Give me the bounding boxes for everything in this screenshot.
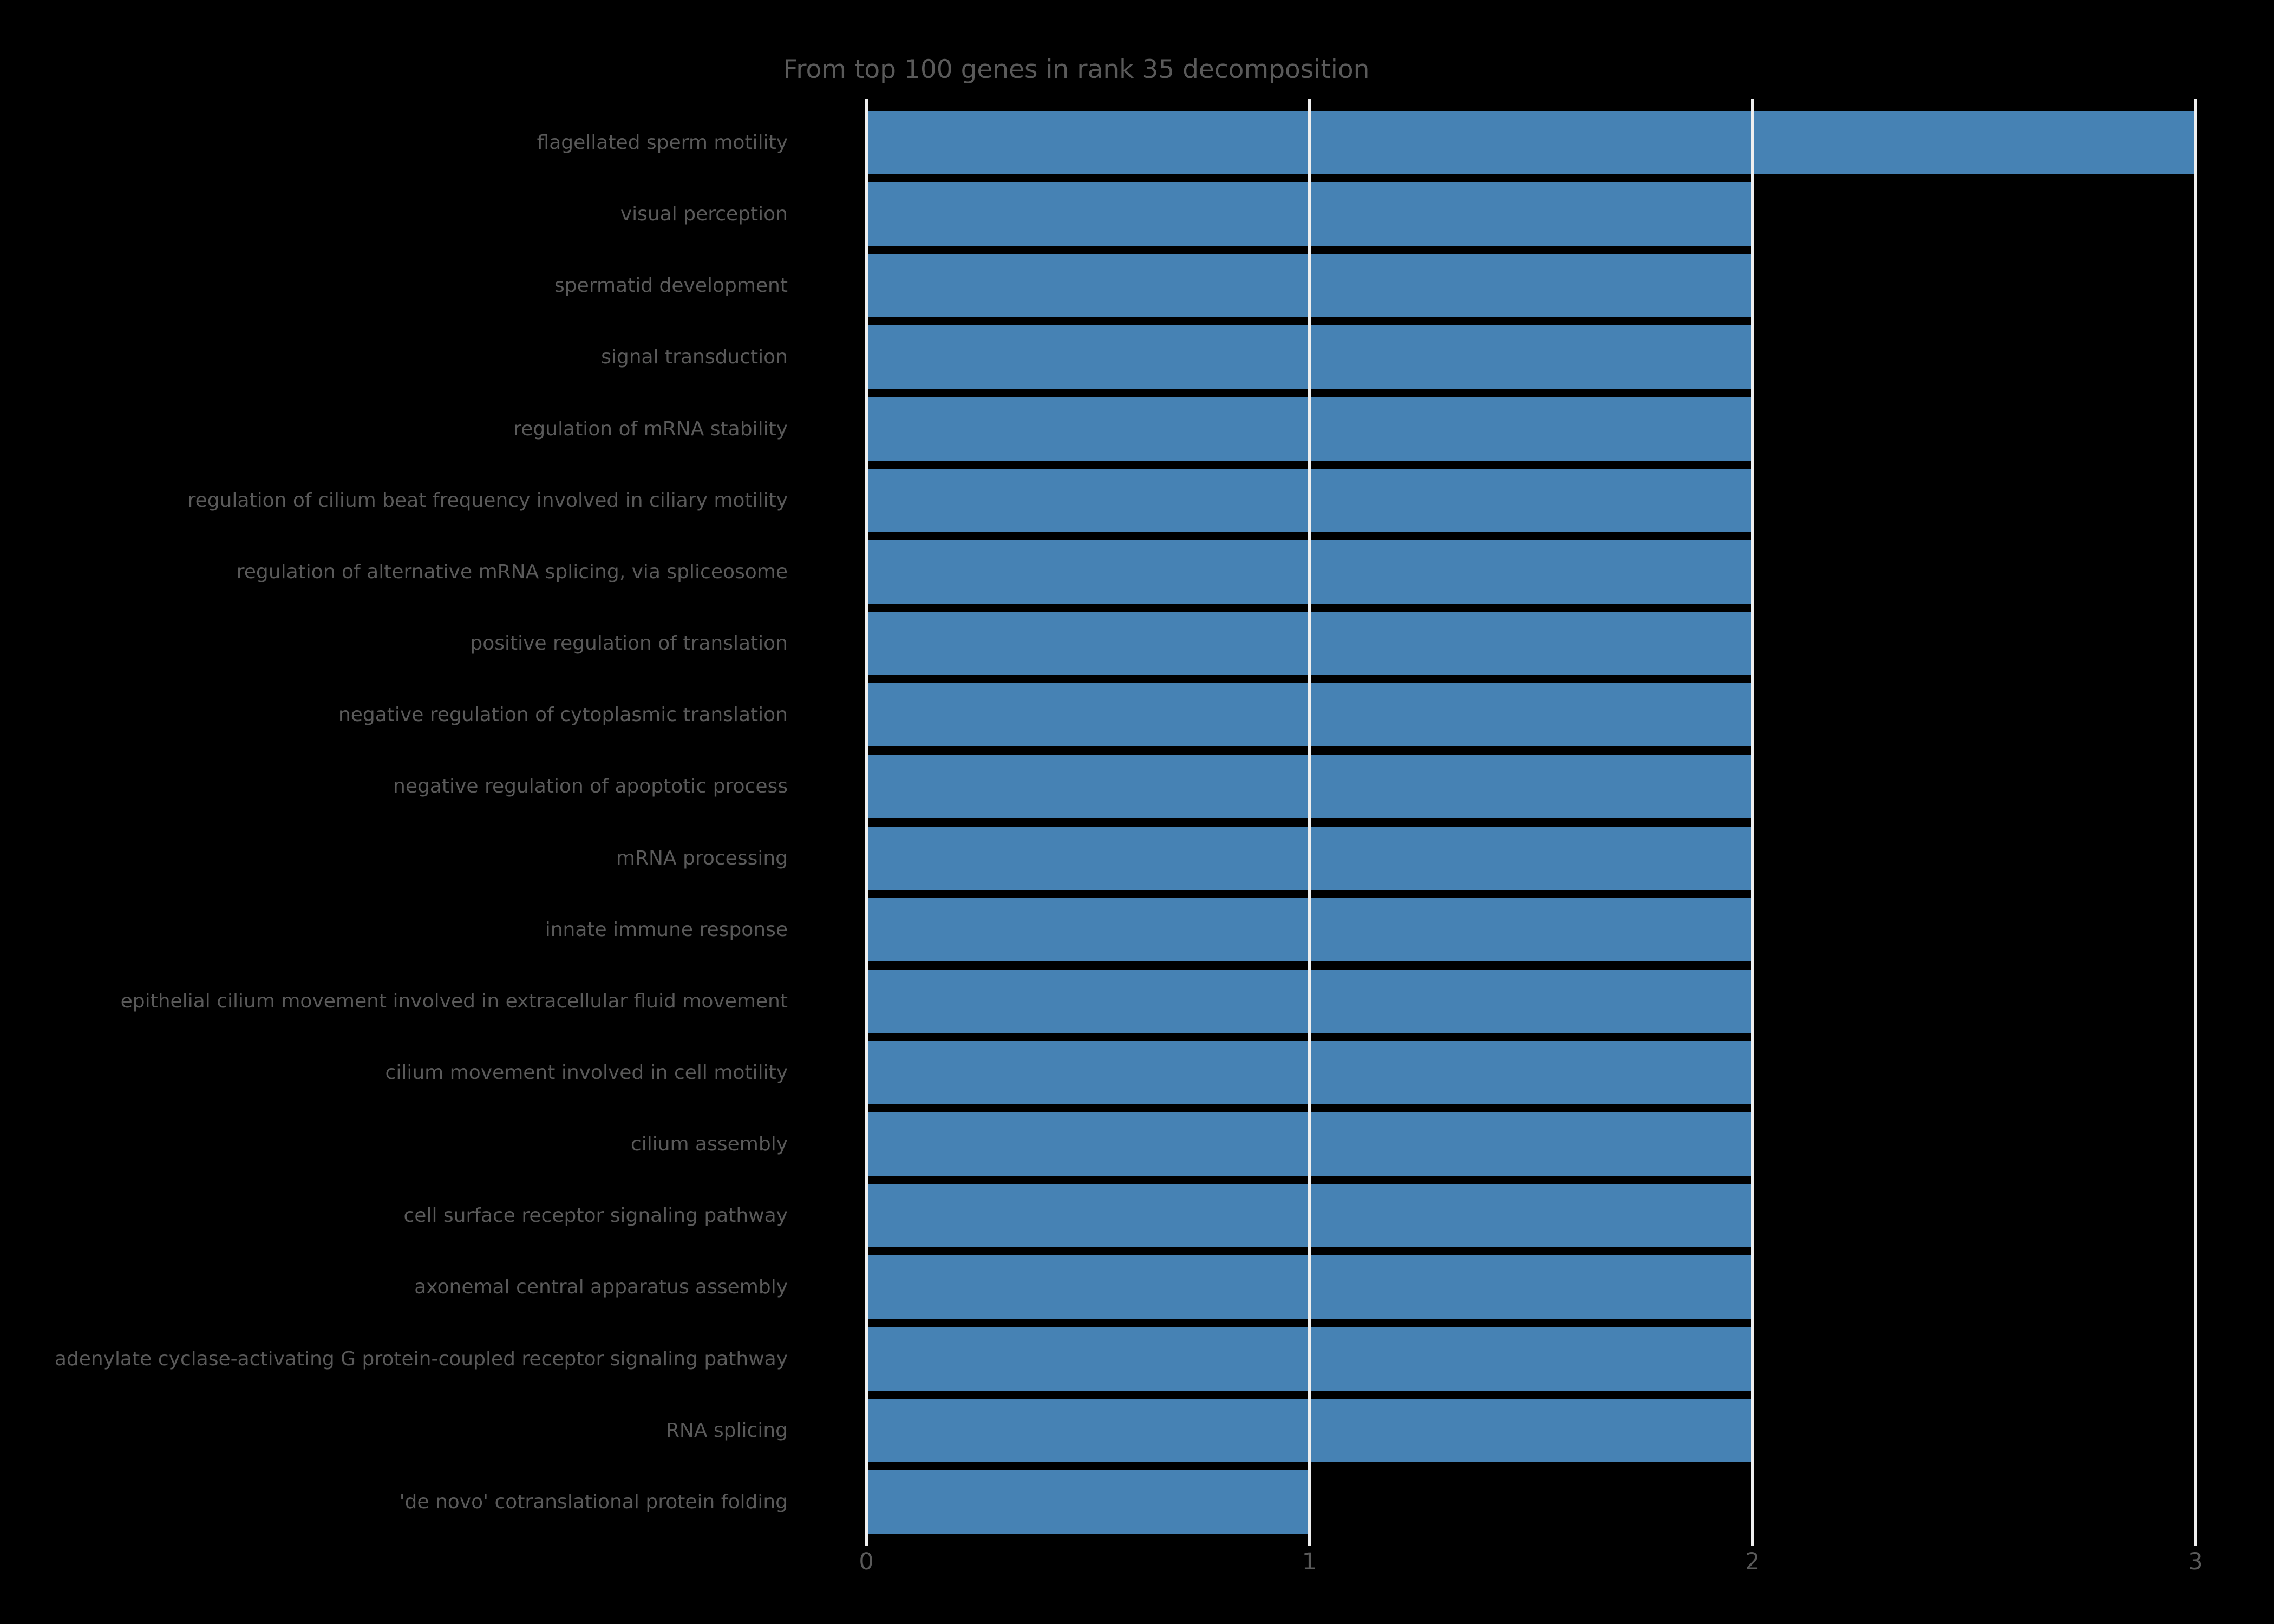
category-label: flagellated sperm motility xyxy=(537,132,788,154)
bar-row: negative regulation of cytoplasmic trans… xyxy=(0,683,2274,747)
bar-row: epithelial cilium movement involved in e… xyxy=(0,969,2274,1033)
category-label: negative regulation of apoptotic process xyxy=(393,775,788,798)
bar-row: regulation of mRNA stability xyxy=(0,397,2274,461)
gridline xyxy=(1751,99,1754,1546)
bar-row: axonemal central apparatus assembly xyxy=(0,1255,2274,1319)
category-label: innate immune response xyxy=(545,918,788,941)
bar xyxy=(866,111,2195,174)
bar-row: adenylate cyclase-activating G protein-c… xyxy=(0,1327,2274,1391)
bar-row: cilium assembly xyxy=(0,1112,2274,1176)
category-label: 'de novo' cotranslational protein foldin… xyxy=(399,1490,788,1513)
category-label: positive regulation of translation xyxy=(470,632,788,655)
bar-row: flagellated sperm motility xyxy=(0,111,2274,174)
bar xyxy=(866,1470,1310,1534)
x-tick-label: 3 xyxy=(2188,1548,2203,1575)
bar-row: signal transduction xyxy=(0,325,2274,389)
category-label: axonemal central apparatus assembly xyxy=(414,1276,788,1299)
category-label: cilium movement involved in cell motilit… xyxy=(385,1061,788,1084)
gridline xyxy=(2194,99,2197,1546)
bar-row: positive regulation of translation xyxy=(0,612,2274,676)
bar-row: mRNA processing xyxy=(0,826,2274,890)
bar-row: cell surface receptor signaling pathway xyxy=(0,1184,2274,1248)
x-tick-label: 2 xyxy=(1744,1548,1760,1575)
bar-row: 'de novo' cotranslational protein foldin… xyxy=(0,1470,2274,1534)
bar-row: negative regulation of apoptotic process xyxy=(0,755,2274,818)
bar-row: cilium movement involved in cell motilit… xyxy=(0,1040,2274,1104)
gridline xyxy=(865,99,868,1546)
chart-title: From top 100 genes in rank 35 decomposit… xyxy=(783,55,1370,84)
category-label: cell surface receptor signaling pathway xyxy=(403,1204,788,1227)
category-label: mRNA processing xyxy=(616,847,788,869)
category-label: negative regulation of cytoplasmic trans… xyxy=(338,704,788,726)
category-label: RNA splicing xyxy=(665,1419,788,1442)
category-label: regulation of cilium beat frequency invo… xyxy=(187,489,788,512)
bar-row: RNA splicing xyxy=(0,1398,2274,1462)
bar-row: innate immune response xyxy=(0,898,2274,961)
bar-row: visual perception xyxy=(0,182,2274,246)
category-label: epithelial cilium movement involved in e… xyxy=(120,990,788,1012)
bar-row: regulation of alternative mRNA splicing,… xyxy=(0,540,2274,604)
category-label: regulation of alternative mRNA splicing,… xyxy=(236,560,788,583)
gridline xyxy=(1308,99,1311,1546)
category-label: signal transduction xyxy=(601,346,788,369)
bar-row: spermatid development xyxy=(0,254,2274,318)
x-tick-label: 1 xyxy=(1302,1548,1317,1575)
category-label: adenylate cyclase-activating G protein-c… xyxy=(54,1347,788,1370)
category-label: visual perception xyxy=(620,203,788,226)
x-tick-label: 0 xyxy=(859,1548,874,1575)
bar-row: regulation of cilium beat frequency invo… xyxy=(0,468,2274,532)
category-label: regulation of mRNA stability xyxy=(513,417,788,440)
category-label: cilium assembly xyxy=(630,1133,788,1156)
category-label: spermatid development xyxy=(554,274,788,297)
